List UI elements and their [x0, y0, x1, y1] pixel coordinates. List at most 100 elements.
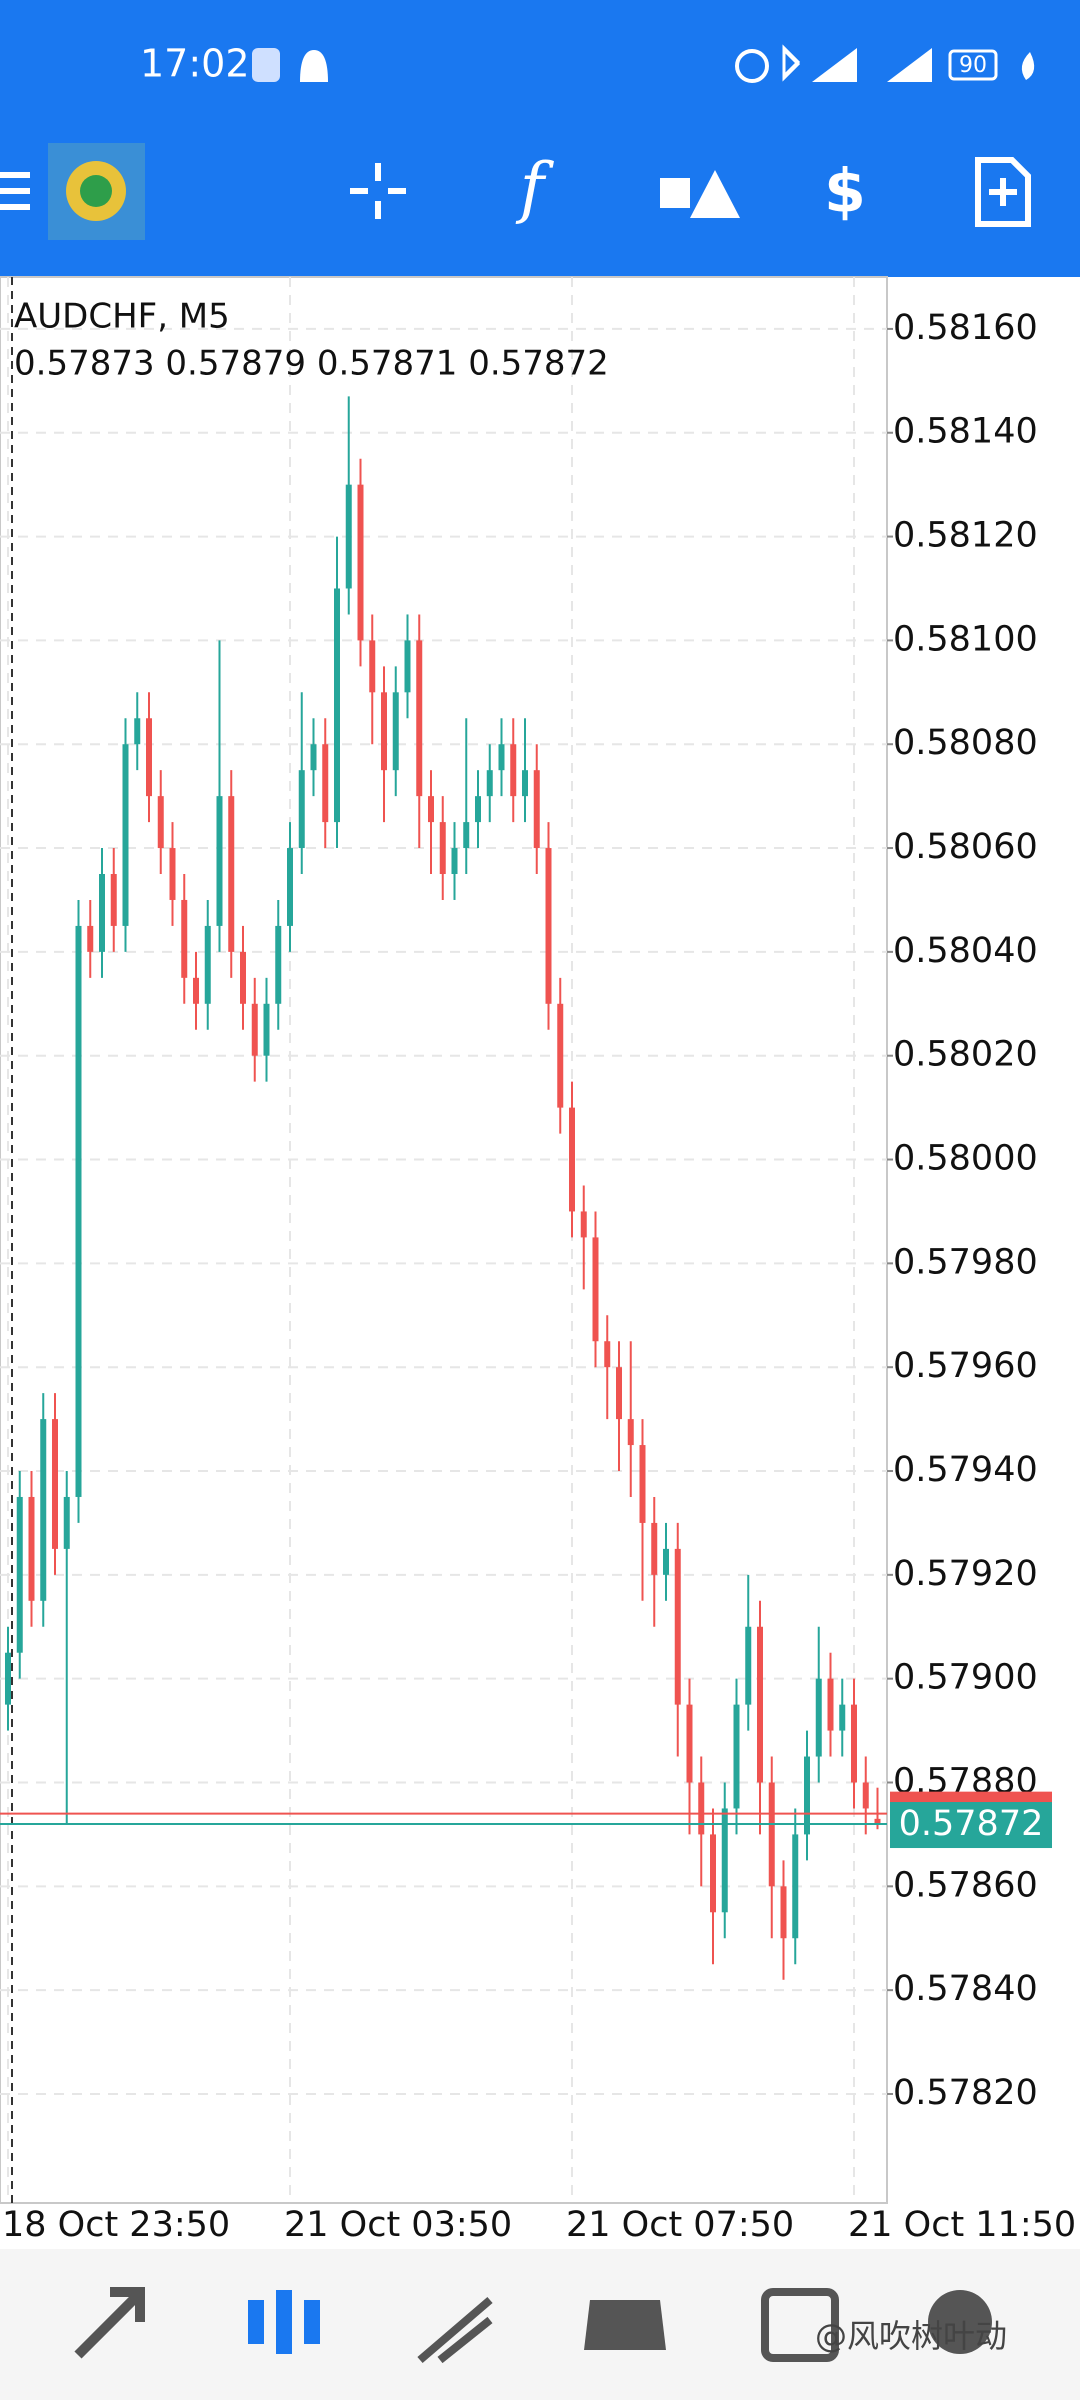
candle-body	[721, 1808, 728, 1913]
candle-body	[110, 874, 117, 926]
y-tick-label: 0.57920	[893, 1554, 1038, 1594]
candle-body	[498, 744, 505, 771]
candle-body	[122, 744, 129, 926]
nav-history[interactable]	[584, 2300, 666, 2350]
y-tick-label: 0.58060	[893, 827, 1038, 867]
nav-news[interactable]	[761, 2288, 839, 2362]
candle-body	[651, 1522, 658, 1575]
crosshair-button[interactable]	[350, 163, 406, 219]
candle-body	[298, 770, 305, 849]
candle-body	[815, 1678, 822, 1757]
nav-chart[interactable]	[248, 2290, 320, 2354]
nav-trade[interactable]	[417, 2296, 493, 2364]
candle-body	[862, 1782, 869, 1809]
candle-body	[827, 1678, 834, 1731]
candle-body	[52, 1419, 58, 1549]
candle-body	[428, 796, 434, 823]
candle-body	[780, 1886, 787, 1939]
candle-body	[99, 874, 105, 952]
candle-body	[839, 1704, 846, 1731]
candle-body	[710, 1834, 716, 1913]
candle-body	[345, 484, 352, 589]
status-icon	[1021, 52, 1035, 80]
candle-body	[357, 484, 364, 641]
candle-body	[533, 770, 540, 849]
candle-body	[510, 744, 517, 797]
y-tick-label: 0.57860	[893, 1865, 1038, 1905]
candle-body	[851, 1704, 857, 1783]
candle-body	[334, 588, 340, 823]
candle-body	[157, 796, 164, 849]
candle-body	[404, 640, 411, 693]
signal-icon	[812, 48, 857, 82]
candle-body	[322, 744, 329, 823]
x-tick-label: 21 Oct 07:50	[566, 2205, 794, 2245]
signal-icon	[887, 48, 932, 82]
y-tick-label: 0.58020	[893, 1035, 1038, 1075]
y-tick-label: 0.58140	[893, 412, 1038, 452]
candle-body	[604, 1341, 611, 1368]
battery-level: 90	[959, 53, 987, 78]
candle-body	[5, 1652, 11, 1705]
candle-body	[463, 822, 470, 849]
x-tick-label: 21 Oct 11:50	[848, 2205, 1076, 2245]
trade-button[interactable]: $	[824, 157, 866, 227]
menu-button[interactable]	[0, 172, 30, 210]
nav-messages[interactable]	[928, 2290, 992, 2354]
ohlc-readout: 0.57873 0.57879 0.57871 0.57872	[14, 344, 609, 384]
candle-body	[745, 1626, 752, 1705]
alarm-icon	[735, 49, 769, 83]
status-icon	[252, 48, 280, 82]
candle-body	[580, 1211, 587, 1238]
candle-body	[204, 925, 211, 1004]
y-tick-label: 0.57980	[893, 1242, 1038, 1282]
candle-body	[181, 899, 188, 978]
candle-body	[698, 1782, 705, 1835]
status-icon	[300, 50, 328, 82]
candle-body	[287, 848, 293, 926]
candle-body	[87, 925, 94, 952]
objects-button[interactable]	[660, 170, 740, 218]
candle-body	[263, 1003, 270, 1056]
candle-body	[475, 796, 481, 823]
candle-body	[310, 744, 317, 771]
grid	[0, 277, 887, 2203]
watermark: @风吹树叶动	[815, 2317, 1007, 2355]
plot-area	[0, 276, 888, 2204]
candle-body	[757, 1626, 763, 1783]
candle-body	[792, 1834, 799, 1939]
candle-body	[63, 1496, 70, 1549]
candle-body	[627, 1419, 634, 1446]
candle-body	[557, 1003, 564, 1108]
candle-body	[416, 640, 423, 797]
y-tick-label: 0.57900	[893, 1658, 1038, 1698]
candle-body	[639, 1445, 646, 1523]
candle-body	[369, 640, 376, 693]
candle-body	[686, 1704, 693, 1783]
x-tick-label: 21 Oct 03:50	[284, 2205, 512, 2245]
bluetooth-icon	[782, 44, 801, 82]
nav-quotes[interactable]	[74, 2287, 145, 2359]
y-tick-label: 0.58080	[893, 723, 1038, 763]
y-tick-label: 0.58000	[893, 1139, 1038, 1179]
bid-label: 0.57872	[899, 1804, 1044, 1844]
candle-body	[228, 796, 235, 952]
candle-body	[275, 925, 282, 1004]
candle-body	[874, 1818, 881, 1825]
new-order-button[interactable]	[975, 157, 1031, 227]
candle-body	[392, 692, 399, 771]
candle-body	[134, 718, 141, 745]
bid-tag	[890, 1802, 1052, 1849]
candle-body	[768, 1782, 775, 1887]
candle-body	[251, 1003, 258, 1056]
candle-body	[804, 1756, 810, 1835]
y-tick-label: 0.57960	[893, 1346, 1038, 1386]
candle-body	[16, 1496, 23, 1653]
battery-icon	[948, 49, 998, 81]
candle-body	[616, 1367, 622, 1420]
candle-body	[216, 796, 223, 926]
candle-body	[146, 718, 152, 797]
candle-body	[674, 1548, 681, 1705]
candle-body	[169, 848, 176, 900]
